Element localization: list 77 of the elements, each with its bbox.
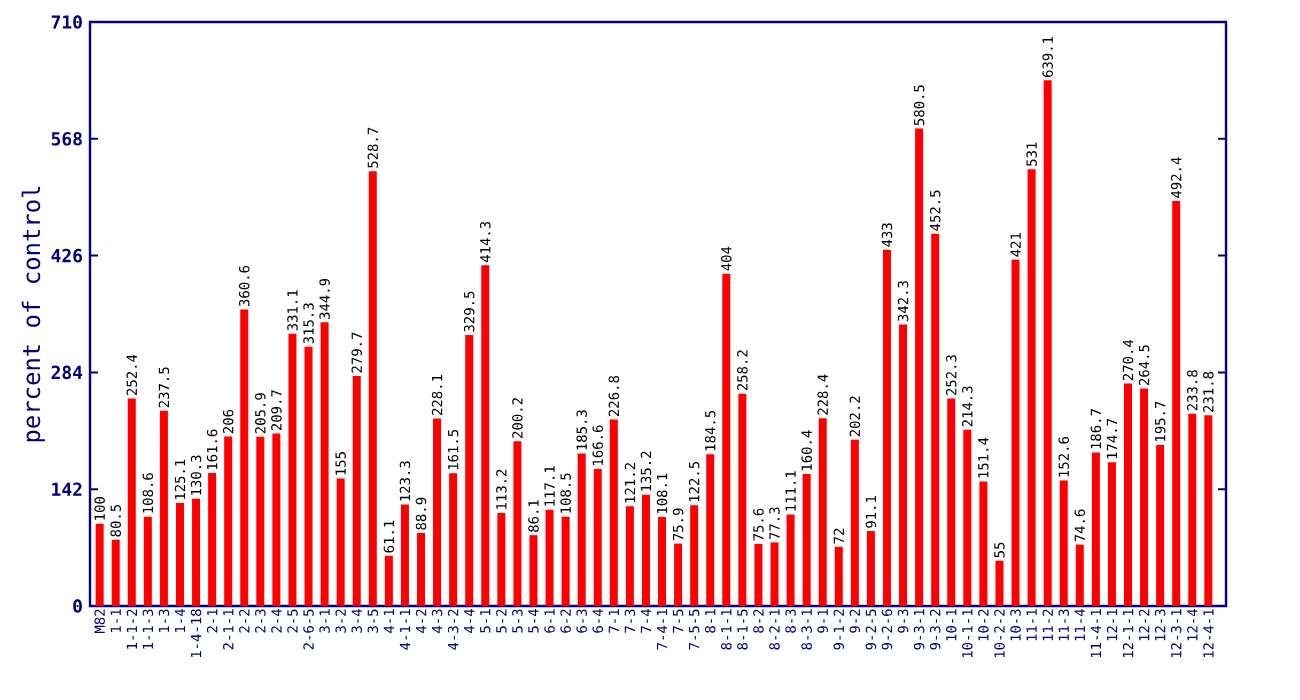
bar [497, 512, 506, 606]
bar [834, 546, 843, 606]
bar [513, 441, 522, 606]
bar [1107, 462, 1116, 606]
bar [625, 506, 634, 606]
bar [1156, 445, 1165, 606]
bar [224, 436, 233, 606]
bar [433, 418, 442, 606]
bar [417, 532, 426, 606]
bar [336, 478, 345, 606]
bar [995, 560, 1004, 606]
bar [481, 265, 490, 606]
bar [577, 453, 586, 606]
bar [754, 543, 763, 606]
bar [256, 436, 265, 606]
y-tick-label: 426 [51, 248, 82, 263]
bar [288, 333, 297, 606]
bar [529, 535, 538, 606]
bar [208, 473, 217, 606]
bar [641, 494, 650, 606]
bar [915, 128, 924, 606]
bar [738, 393, 747, 606]
bar [770, 542, 779, 606]
bar [561, 516, 570, 606]
bar [192, 498, 201, 606]
bar [175, 503, 184, 606]
bar [465, 334, 474, 606]
bar [722, 273, 731, 606]
bar [1188, 413, 1197, 606]
bar [1091, 452, 1100, 606]
bar [1124, 383, 1133, 606]
bar [545, 509, 554, 606]
bar [449, 473, 458, 606]
bar [963, 429, 972, 606]
bar [674, 543, 683, 606]
y-tick-label: 142 [52, 482, 82, 496]
bar [1043, 80, 1052, 606]
bar [384, 555, 393, 606]
bar [1140, 388, 1149, 606]
bar [1172, 200, 1181, 606]
bar [802, 474, 811, 606]
bar [352, 375, 361, 606]
y-tick-label: 0 [73, 599, 82, 613]
bar [320, 322, 329, 606]
bar [1027, 169, 1036, 606]
bar [304, 346, 313, 606]
bar [1011, 259, 1020, 606]
bar [593, 468, 602, 606]
y-tick-label: 568 [51, 132, 82, 146]
bar [850, 439, 859, 606]
bar [690, 505, 699, 606]
y-tick-label: 710 [51, 15, 82, 29]
bar [931, 233, 940, 606]
bar [143, 516, 152, 606]
bar [979, 481, 988, 606]
bar [947, 398, 956, 606]
bar [272, 433, 281, 606]
bar [899, 324, 908, 606]
y-axis-title: percent of control [21, 186, 45, 442]
bar [658, 517, 667, 606]
bar [882, 249, 891, 606]
bar [1204, 415, 1213, 606]
bar [609, 419, 618, 606]
bar [240, 309, 249, 606]
bar [400, 504, 409, 606]
bar [95, 523, 104, 606]
bar [111, 539, 120, 606]
bar [1059, 480, 1068, 606]
bar [786, 514, 795, 606]
bar [818, 418, 827, 606]
bar [706, 454, 715, 606]
bar [866, 531, 875, 606]
bar [159, 410, 168, 606]
bar [127, 398, 136, 606]
y-tick-label: 284 [51, 365, 83, 380]
bar [1075, 544, 1084, 606]
bar [368, 171, 377, 606]
